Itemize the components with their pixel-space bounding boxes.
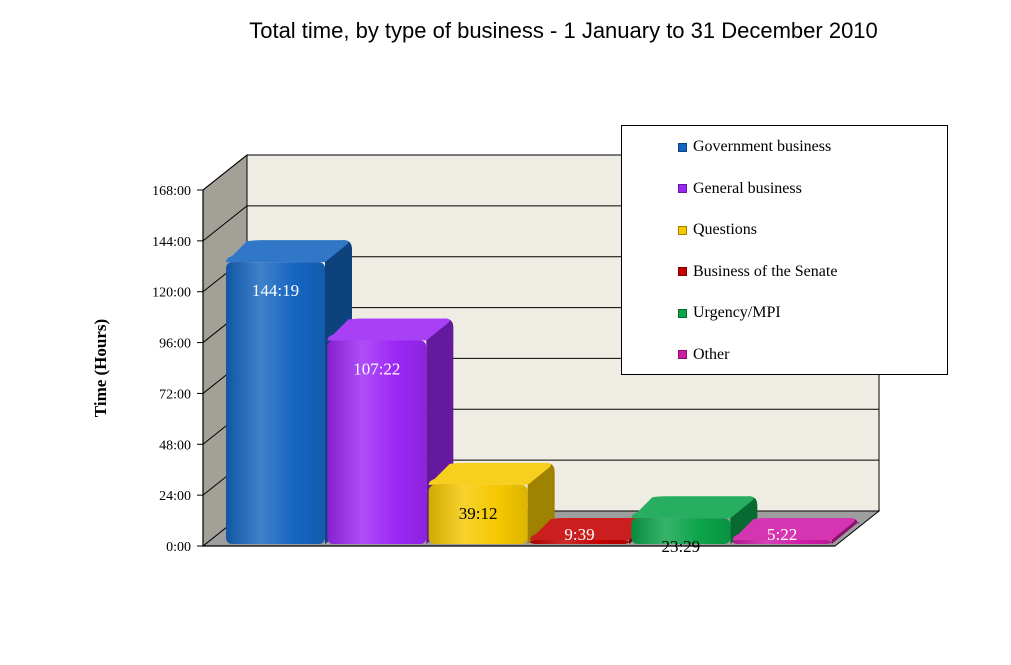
legend-swatch: [678, 143, 687, 152]
legend-label: Other: [693, 346, 729, 364]
y-axis-title: Time (Hours): [91, 319, 110, 417]
bar-label-1: 144:19: [252, 281, 299, 300]
legend-item-6: Other: [678, 345, 729, 365]
bar-1: [226, 262, 325, 544]
y-tick-label: 144:00: [152, 235, 191, 250]
legend-swatch: [678, 226, 687, 235]
y-tick-label: 24:00: [159, 489, 191, 504]
legend-item-4: Business of the Senate: [678, 262, 837, 282]
bar-label-3: 39:12: [459, 504, 498, 523]
y-tick-label: 72:00: [159, 387, 191, 402]
bar-label-4: 9:39: [564, 525, 594, 544]
legend-item-3: Questions: [678, 220, 757, 240]
bar-label-6: 5:22: [767, 525, 797, 544]
legend-item-2: General business: [678, 179, 802, 199]
y-tick-label: 48:00: [159, 438, 191, 453]
legend-item-1: Government business: [678, 137, 831, 157]
legend-swatch: [678, 309, 687, 318]
legend-label: Urgency/MPI: [693, 304, 781, 322]
bar-label-2: 107:22: [353, 359, 400, 378]
y-tick-label: 120:00: [152, 286, 191, 301]
legend-swatch: [678, 350, 687, 359]
y-tick-label: 168:00: [152, 184, 191, 199]
y-tick-label: 0:00: [166, 540, 191, 555]
legend-swatch: [678, 184, 687, 193]
legend-label: Questions: [693, 221, 757, 239]
bar-label-5: 23:29: [661, 537, 700, 556]
y-tick-label: 96:00: [159, 337, 191, 352]
legend-label: Business of the Senate: [693, 263, 837, 281]
legend-label: Government business: [693, 138, 831, 156]
legend-label: General business: [693, 180, 802, 198]
legend-item-5: Urgency/MPI: [678, 303, 781, 323]
chart-legend: Government business General business Quest…: [621, 125, 948, 375]
legend-swatch: [678, 267, 687, 276]
